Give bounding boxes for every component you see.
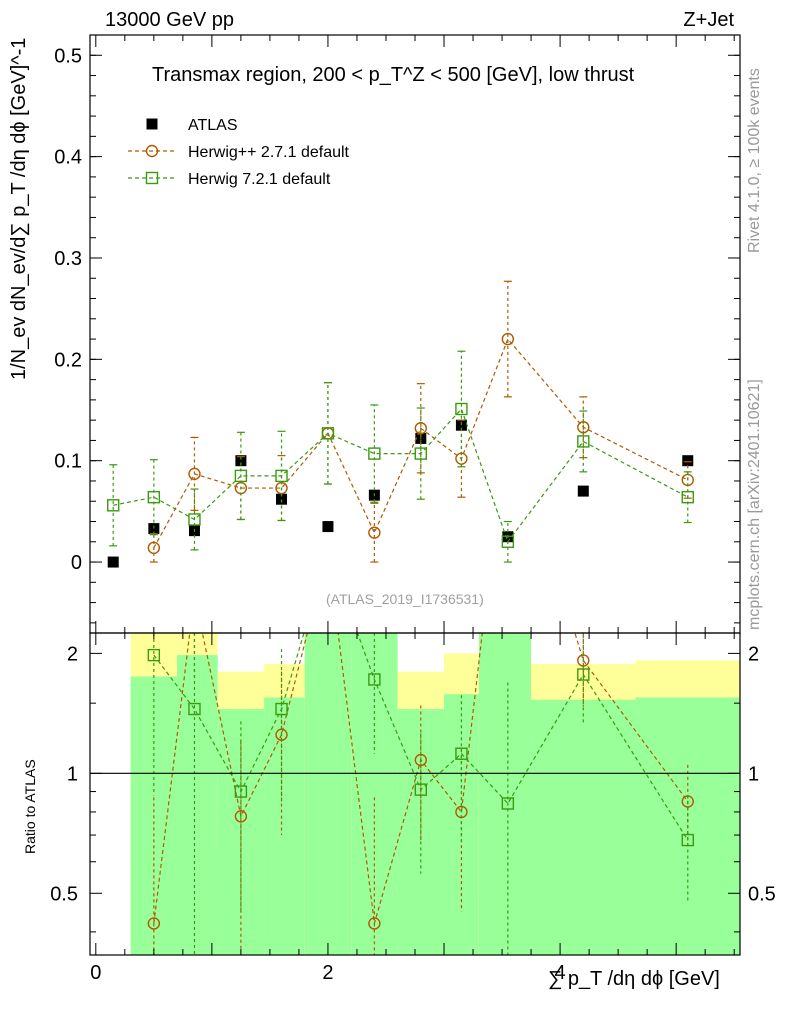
y-axis-title: 1/N_ev dN_ev/d∑ p_T /dη dϕ [GeV]^-1 [8,38,31,380]
legend-label: Herwig++ 2.7.1 default [188,144,350,161]
data-point [414,447,428,460]
x-axis-title-text: ∑ p_T /dη dϕ [GeV] [548,968,720,990]
ratio-point [147,917,161,930]
data-point [235,455,247,467]
series-line [153,337,689,549]
ratio-band-stat [531,699,636,955]
legend-marker [146,118,158,130]
legend: ATLAS Herwig++ 2.7.1 default Herwig 7.2.1 … [128,117,350,188]
ratio-point [681,833,694,847]
data-point [107,556,119,568]
data-point [455,419,467,431]
rivet-version-label: Rivet 4.1.0, ≥ 100k events [746,68,763,253]
data-point [234,469,248,483]
y-tick-label: 0.5 [54,45,82,67]
legend-label: Herwig 7.2.1 default [188,171,331,188]
data-point [321,427,335,440]
plot-title: Transmax region, 200 < p_T^Z < 500 [GeV]… [152,64,634,87]
data-point [501,332,515,346]
data-point [107,499,120,512]
ratio-point [368,673,381,686]
y-tick-label: 0.2 [54,349,82,371]
data-point [414,422,428,435]
ratio-band-stat [304,633,352,955]
ratio-point [147,648,161,662]
data-point [275,469,288,483]
data-point [188,513,201,526]
ratio-tick-label: 0.5 [50,883,78,905]
ratio-tick-label: 2 [67,643,78,665]
ratio-point [577,668,590,681]
y-tick-label: 0.4 [54,147,82,169]
header-left-label: 13000 GeV pp [105,9,234,31]
ratio-band-stat [478,633,532,955]
ratio-tick-label-right: 0.5 [748,883,776,905]
ratio-point [188,702,201,716]
ratio-point [501,797,515,810]
plot-title-text: Transmax region, 200 < p_T^Z < 500 [GeV]… [152,64,635,86]
ratio-tick-label: 1 [67,763,78,785]
y-tick-label: 0.1 [54,451,82,473]
data-point [455,402,468,416]
data-point [682,455,694,467]
x-tick-label: 4 [555,962,566,984]
watermark: (ATLAS_2019_I1736531) [326,591,484,607]
series-line [113,407,689,544]
ratio-tick-label-right: 1 [748,763,759,785]
y-axis-title-text: 1/N_ev dN_ev/d∑ p_T /dη dϕ [GeV]^-1 [8,37,30,380]
legend-marker [145,171,159,185]
header-right-label: Z+Jet [683,9,734,31]
ratio-band-stat [177,655,218,955]
ratio-point [234,810,248,823]
data-point [368,447,381,460]
data-point [147,541,161,555]
mcplots-label: mcplots.cern.ch [arXiv:2401.10621] [746,379,763,630]
ratio-point [234,785,248,798]
data-point [501,535,515,548]
x-axis-title: ∑ p_T /dη dϕ [GeV] [548,968,720,991]
ratio-point [455,747,468,760]
ratio-uncertainty-bands [130,633,740,955]
data-point [322,521,334,533]
data-point [577,485,589,497]
data-point [577,435,590,448]
legend-label: ATLAS [188,117,238,134]
x-tick-label: 2 [322,962,333,984]
ratio-axis-title: Ratio to ATLAS [22,759,38,854]
data-point [681,490,694,504]
x-tick-label: 0 [90,962,101,984]
legend-marker [145,144,159,158]
ratio-point [368,917,381,930]
ratio-band-stat [264,697,305,955]
main-panel-series [107,280,694,568]
axes-frames: 0 0.1 0.2 0.3 0.4 0.5 0.5 0.5 1 1 2 2 0 2 4 [50,34,776,984]
data-point [368,526,381,539]
data-point [188,467,201,481]
ratio-panel-series [90,633,740,955]
data-point [147,490,161,504]
data-point [276,493,288,505]
ratio-tick-label-right: 2 [748,643,759,665]
ratio-line [153,633,689,841]
y-tick-label: 0.3 [54,248,82,270]
y-tick-label: 0 [71,552,82,574]
ratio-point [414,783,428,796]
ratio-point [275,702,288,716]
